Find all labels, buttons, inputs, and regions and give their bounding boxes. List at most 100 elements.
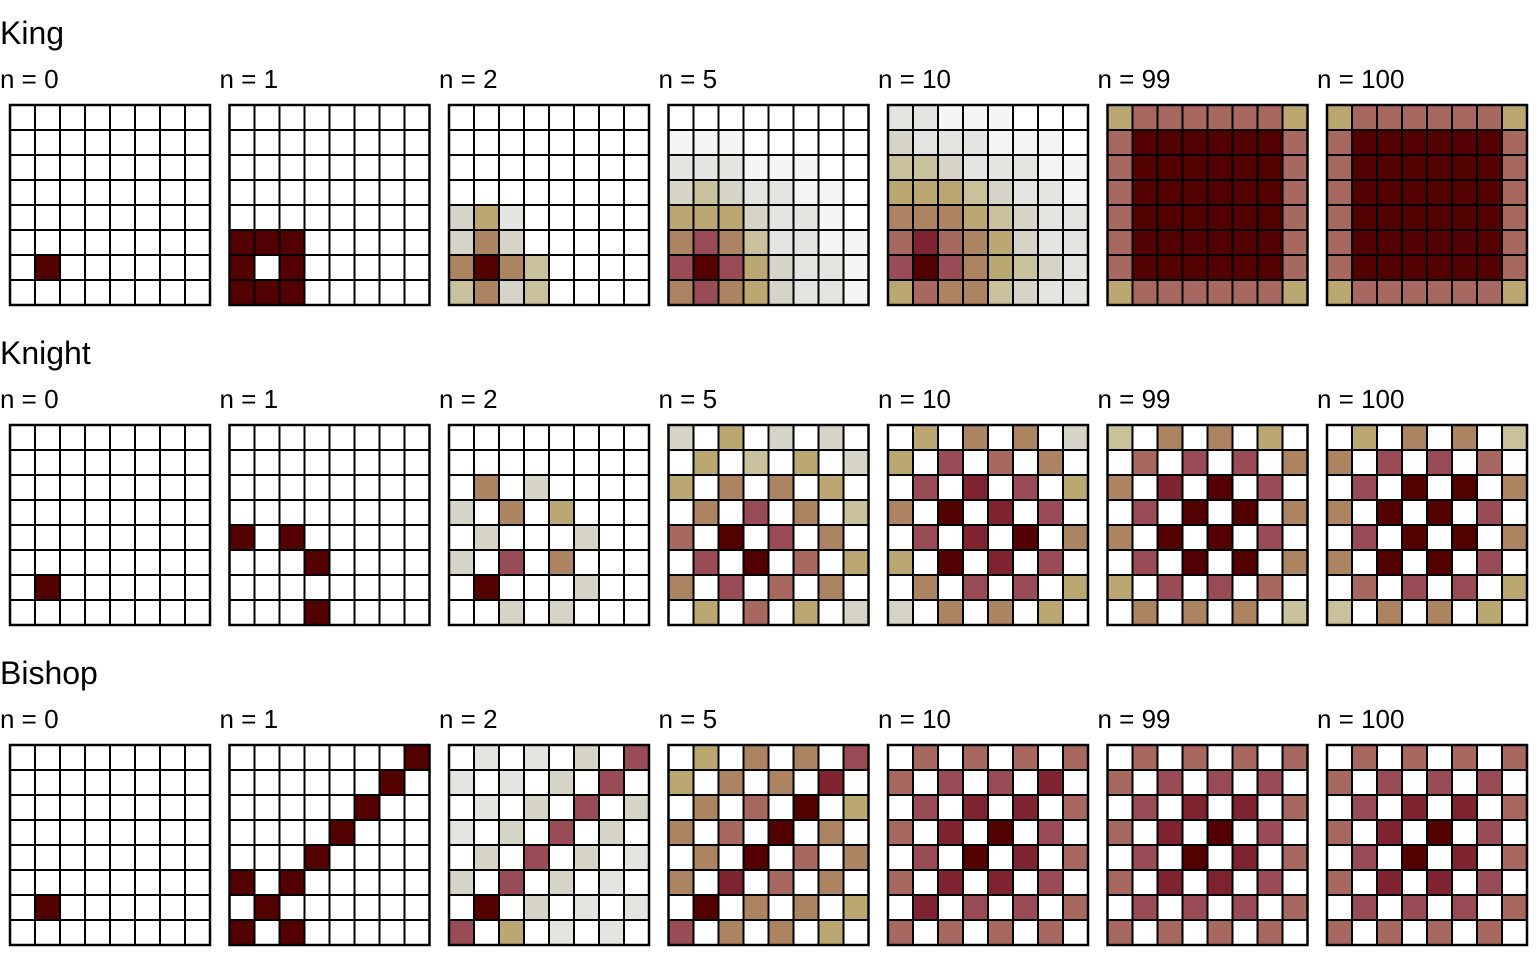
board-cell bbox=[717, 154, 745, 181]
board-cell bbox=[228, 844, 256, 871]
board-cell bbox=[792, 894, 820, 921]
board-cell bbox=[1062, 229, 1089, 256]
board-cell bbox=[842, 129, 870, 156]
board-cell bbox=[278, 769, 306, 796]
board-cell bbox=[159, 229, 186, 256]
board-cell bbox=[278, 254, 306, 281]
board-cell bbox=[498, 524, 525, 551]
board-cell bbox=[987, 204, 1014, 231]
board-cell bbox=[937, 599, 964, 626]
board-cell bbox=[1181, 819, 1209, 846]
board-cell bbox=[842, 179, 870, 206]
board-cell bbox=[159, 474, 186, 501]
board-cell bbox=[937, 869, 964, 896]
board-cell bbox=[228, 129, 256, 156]
board-cell bbox=[59, 204, 86, 231]
board-cell bbox=[912, 104, 939, 131]
board-cell bbox=[667, 474, 695, 501]
board-cell bbox=[717, 599, 745, 626]
board-cell bbox=[523, 599, 550, 626]
board-cell bbox=[1181, 179, 1209, 206]
board-cell bbox=[1206, 449, 1234, 476]
board-cell bbox=[184, 474, 211, 501]
board-cell bbox=[353, 819, 381, 846]
board-cell bbox=[1426, 919, 1453, 946]
board-cell bbox=[1501, 279, 1528, 306]
board-cell bbox=[1326, 794, 1353, 821]
board-cell bbox=[109, 919, 136, 946]
board-cell bbox=[473, 229, 500, 256]
board-cell bbox=[692, 869, 720, 896]
board-cell bbox=[573, 769, 600, 796]
board-cell bbox=[1351, 819, 1378, 846]
board-cell bbox=[817, 844, 845, 871]
board-cell bbox=[717, 549, 745, 576]
board-frame bbox=[1106, 743, 1309, 947]
board-cell bbox=[353, 844, 381, 871]
board-cell bbox=[912, 549, 939, 576]
board-cell bbox=[1231, 599, 1259, 626]
board-cell bbox=[667, 549, 695, 576]
board-cell bbox=[353, 744, 381, 771]
board-cell bbox=[1062, 599, 1089, 626]
board-cell bbox=[742, 104, 770, 131]
board-cell bbox=[767, 424, 795, 451]
board-bishop-5 bbox=[1106, 743, 1309, 947]
board-cell bbox=[328, 599, 356, 626]
board-cell bbox=[792, 424, 820, 451]
board-cell bbox=[228, 819, 256, 846]
board-cell bbox=[987, 129, 1014, 156]
board-cell bbox=[1281, 769, 1309, 796]
board-cell bbox=[717, 254, 745, 281]
board-cell bbox=[887, 424, 914, 451]
board-cell bbox=[184, 254, 211, 281]
board-cell bbox=[159, 449, 186, 476]
board-cell bbox=[134, 129, 161, 156]
panel-label-knight-3: n = 5 bbox=[658, 384, 718, 414]
board-cell bbox=[184, 744, 211, 771]
board-cell bbox=[1451, 869, 1478, 896]
board-cell bbox=[667, 769, 695, 796]
board-cell bbox=[448, 154, 475, 181]
board-cell bbox=[1156, 499, 1184, 526]
board-cell bbox=[1476, 499, 1503, 526]
board-cell bbox=[59, 524, 86, 551]
board-knight-4 bbox=[886, 423, 1090, 627]
board-cell bbox=[1401, 524, 1428, 551]
board-cell bbox=[1181, 574, 1209, 601]
board-cell bbox=[473, 769, 500, 796]
board-cell bbox=[792, 229, 820, 256]
board-cell bbox=[353, 129, 381, 156]
board-cell bbox=[962, 574, 989, 601]
board-cell bbox=[303, 744, 331, 771]
board-cell bbox=[473, 549, 500, 576]
board-cell bbox=[1231, 179, 1259, 206]
board-cell bbox=[34, 869, 61, 896]
board-cell bbox=[473, 869, 500, 896]
board-cell bbox=[303, 474, 331, 501]
board-cell bbox=[378, 154, 406, 181]
board-cell bbox=[598, 254, 625, 281]
board-cell bbox=[1156, 524, 1184, 551]
board-cell bbox=[498, 424, 525, 451]
board-cell bbox=[1351, 449, 1378, 476]
board-cell bbox=[59, 869, 86, 896]
board-cell bbox=[573, 844, 600, 871]
board-cell bbox=[937, 919, 964, 946]
board-cell bbox=[1106, 449, 1134, 476]
board-cell bbox=[134, 424, 161, 451]
board-cell bbox=[1062, 869, 1089, 896]
board-cell bbox=[1281, 919, 1309, 946]
board-cell bbox=[253, 869, 281, 896]
board-cell bbox=[767, 844, 795, 871]
board-cell bbox=[228, 424, 256, 451]
board-cell bbox=[328, 104, 356, 131]
board-cell bbox=[717, 129, 745, 156]
board-cell bbox=[498, 869, 525, 896]
board-cell bbox=[1037, 769, 1064, 796]
board-cell bbox=[448, 744, 475, 771]
board-cell bbox=[1062, 524, 1089, 551]
board-cell bbox=[1376, 279, 1403, 306]
board-cell bbox=[1476, 599, 1503, 626]
board-cell bbox=[303, 499, 331, 526]
